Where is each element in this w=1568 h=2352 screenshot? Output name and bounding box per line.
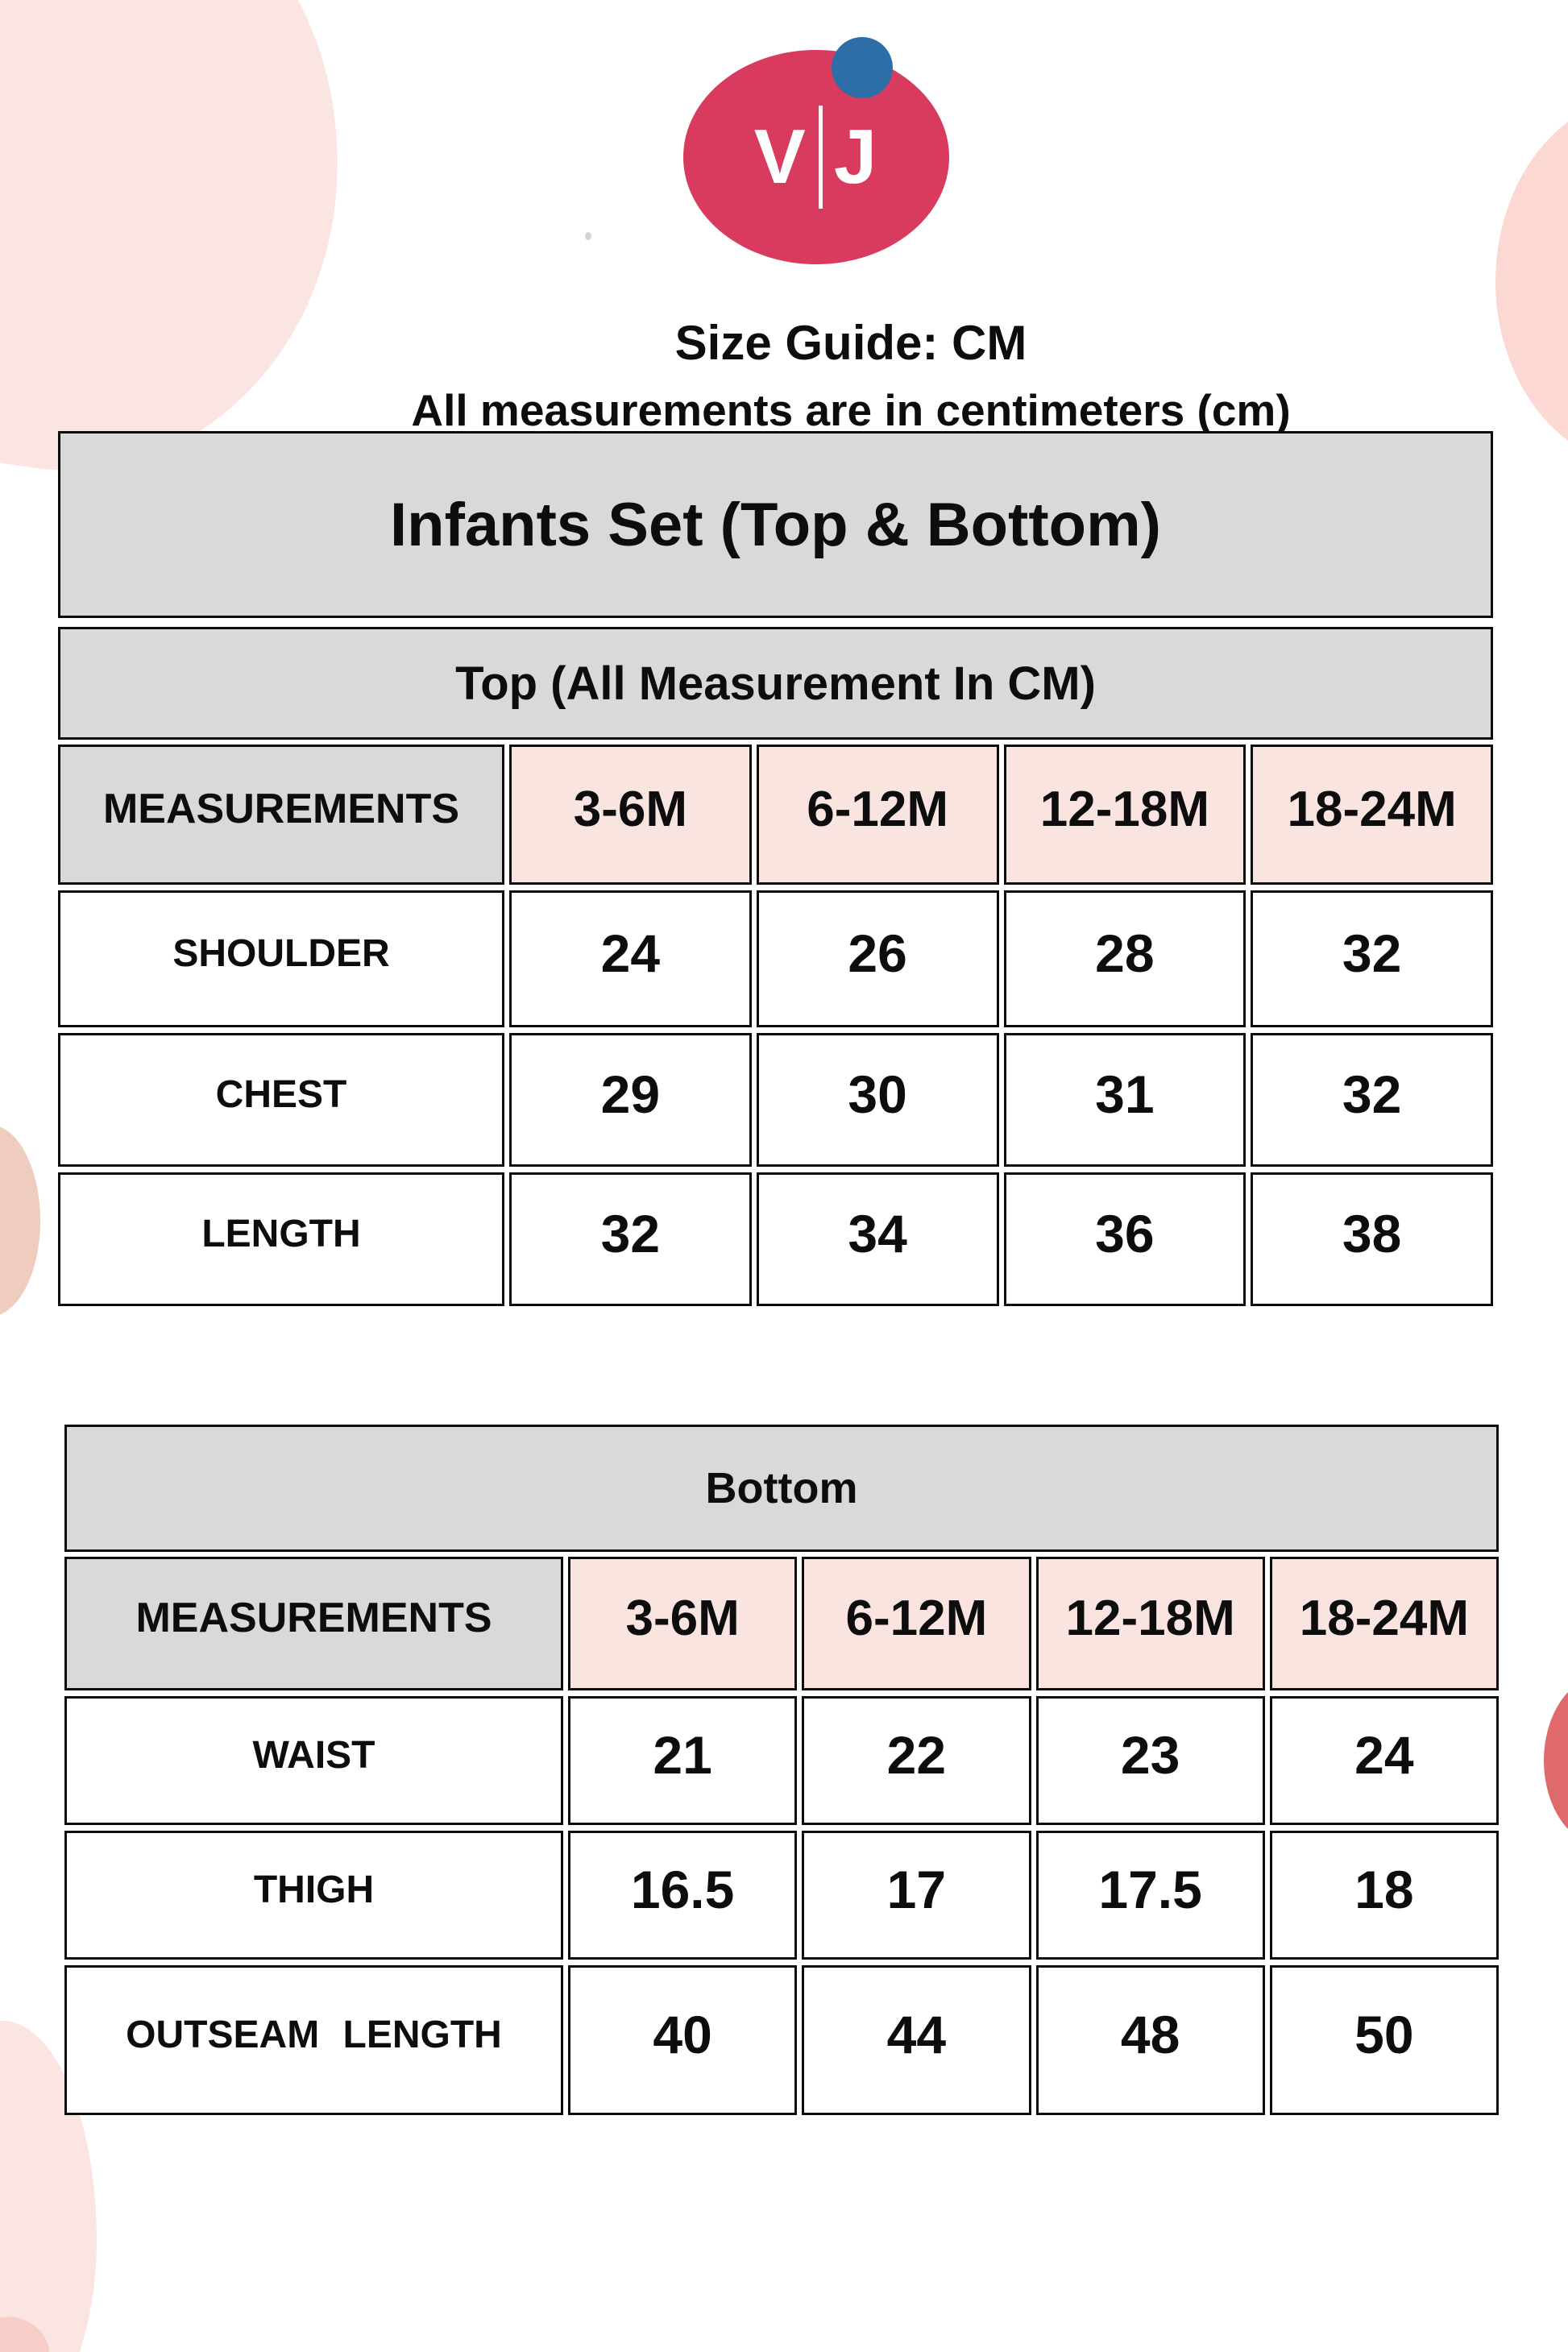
bottom-column-header-6-12m: 6-12M (802, 1557, 1031, 1690)
page-subtitle: All measurements are in centimeters (cm) (411, 385, 1291, 435)
thigh-12-18m: 17.5 (1035, 1831, 1265, 1960)
bottom-column-header-18-24m: 18-24M (1269, 1557, 1499, 1690)
section-title-text: Infants Set (Top & Bottom) (390, 490, 1161, 559)
page-title: Size Guide: CM (674, 316, 1027, 370)
length-18-24m: 38 (1251, 1172, 1493, 1306)
section-subtitle-text: Top (All Measurement In CM) (455, 657, 1096, 710)
section-title-infants-set: Infants Set (Top & Bottom) (58, 431, 1493, 618)
length-3-6m: 32 (509, 1172, 752, 1306)
waist-12-18m: 23 (1035, 1696, 1265, 1825)
chest-3-6m: 29 (509, 1033, 752, 1167)
section-title-bottom: Bottom (64, 1425, 1499, 1552)
column-header-18-24m: 18-24M (1251, 745, 1493, 885)
waist-18-24m: 24 (1269, 1696, 1499, 1825)
logo-letter-j: J (833, 114, 879, 200)
waist-3-6m: 21 (568, 1696, 798, 1825)
logo-divider-bar (818, 106, 823, 209)
outseam-18-24m: 50 (1269, 1965, 1499, 2115)
logo-letter-v: V (753, 114, 807, 200)
outseam-6-12m: 44 (802, 1965, 1031, 2115)
row-label-shoulder: SHOULDER (58, 890, 504, 1027)
decorative-blob-left-middle (0, 1125, 40, 1317)
row-label-chest: CHEST (58, 1033, 504, 1167)
waist-6-12m: 22 (802, 1696, 1031, 1825)
thigh-3-6m: 16.5 (568, 1831, 798, 1960)
thigh-18-24m: 18 (1269, 1831, 1499, 1960)
shoulder-6-12m: 26 (756, 890, 999, 1027)
brand-logo: V J (683, 50, 949, 264)
column-header-12-18m: 12-18M (1003, 745, 1247, 885)
brand-logo-text: V J (754, 106, 878, 209)
logo-blue-dot (832, 37, 893, 98)
shoulder-18-24m: 32 (1251, 890, 1493, 1027)
shoulder-3-6m: 24 (509, 890, 752, 1027)
outseam-3-6m: 40 (568, 1965, 798, 2115)
column-header-measurements: MEASUREMENTS (58, 745, 504, 885)
section-title-bottom-text: Bottom (705, 1464, 858, 1512)
length-12-18m: 36 (1003, 1172, 1247, 1306)
row-label-outseam-length: OUTSEAM LENGTH (64, 1965, 563, 2115)
shoulder-12-18m: 28 (1003, 890, 1247, 1027)
row-label-thigh: THIGH (64, 1831, 563, 1960)
column-header-3-6m: 3-6M (509, 745, 752, 885)
row-label-waist: WAIST (64, 1696, 563, 1825)
top-measurements-table: MEASUREMENTS 3-6M 6-12M 12-18M 18-24M SH… (58, 745, 1493, 1306)
chest-18-24m: 32 (1251, 1033, 1493, 1167)
bottom-column-header-3-6m: 3-6M (568, 1557, 798, 1690)
section-subtitle-top: Top (All Measurement In CM) (58, 627, 1493, 740)
outseam-12-18m: 48 (1035, 1965, 1265, 2115)
decorative-speck (585, 232, 591, 240)
bottom-measurements-table: MEASUREMENTS 3-6M 6-12M 12-18M 18-24M WA… (64, 1557, 1499, 2115)
chest-6-12m: 30 (756, 1033, 999, 1167)
row-label-length: LENGTH (58, 1172, 504, 1306)
decorative-blob-bottom-right (1544, 1674, 1568, 1847)
thigh-6-12m: 17 (802, 1831, 1031, 1960)
column-header-6-12m: 6-12M (756, 745, 999, 885)
bottom-column-header-measurements: MEASUREMENTS (64, 1557, 563, 1690)
length-6-12m: 34 (756, 1172, 999, 1306)
chest-12-18m: 31 (1003, 1033, 1247, 1167)
page-header: Size Guide: CM All measurements are in c… (134, 313, 1568, 438)
bottom-column-header-12-18m: 12-18M (1035, 1557, 1265, 1690)
